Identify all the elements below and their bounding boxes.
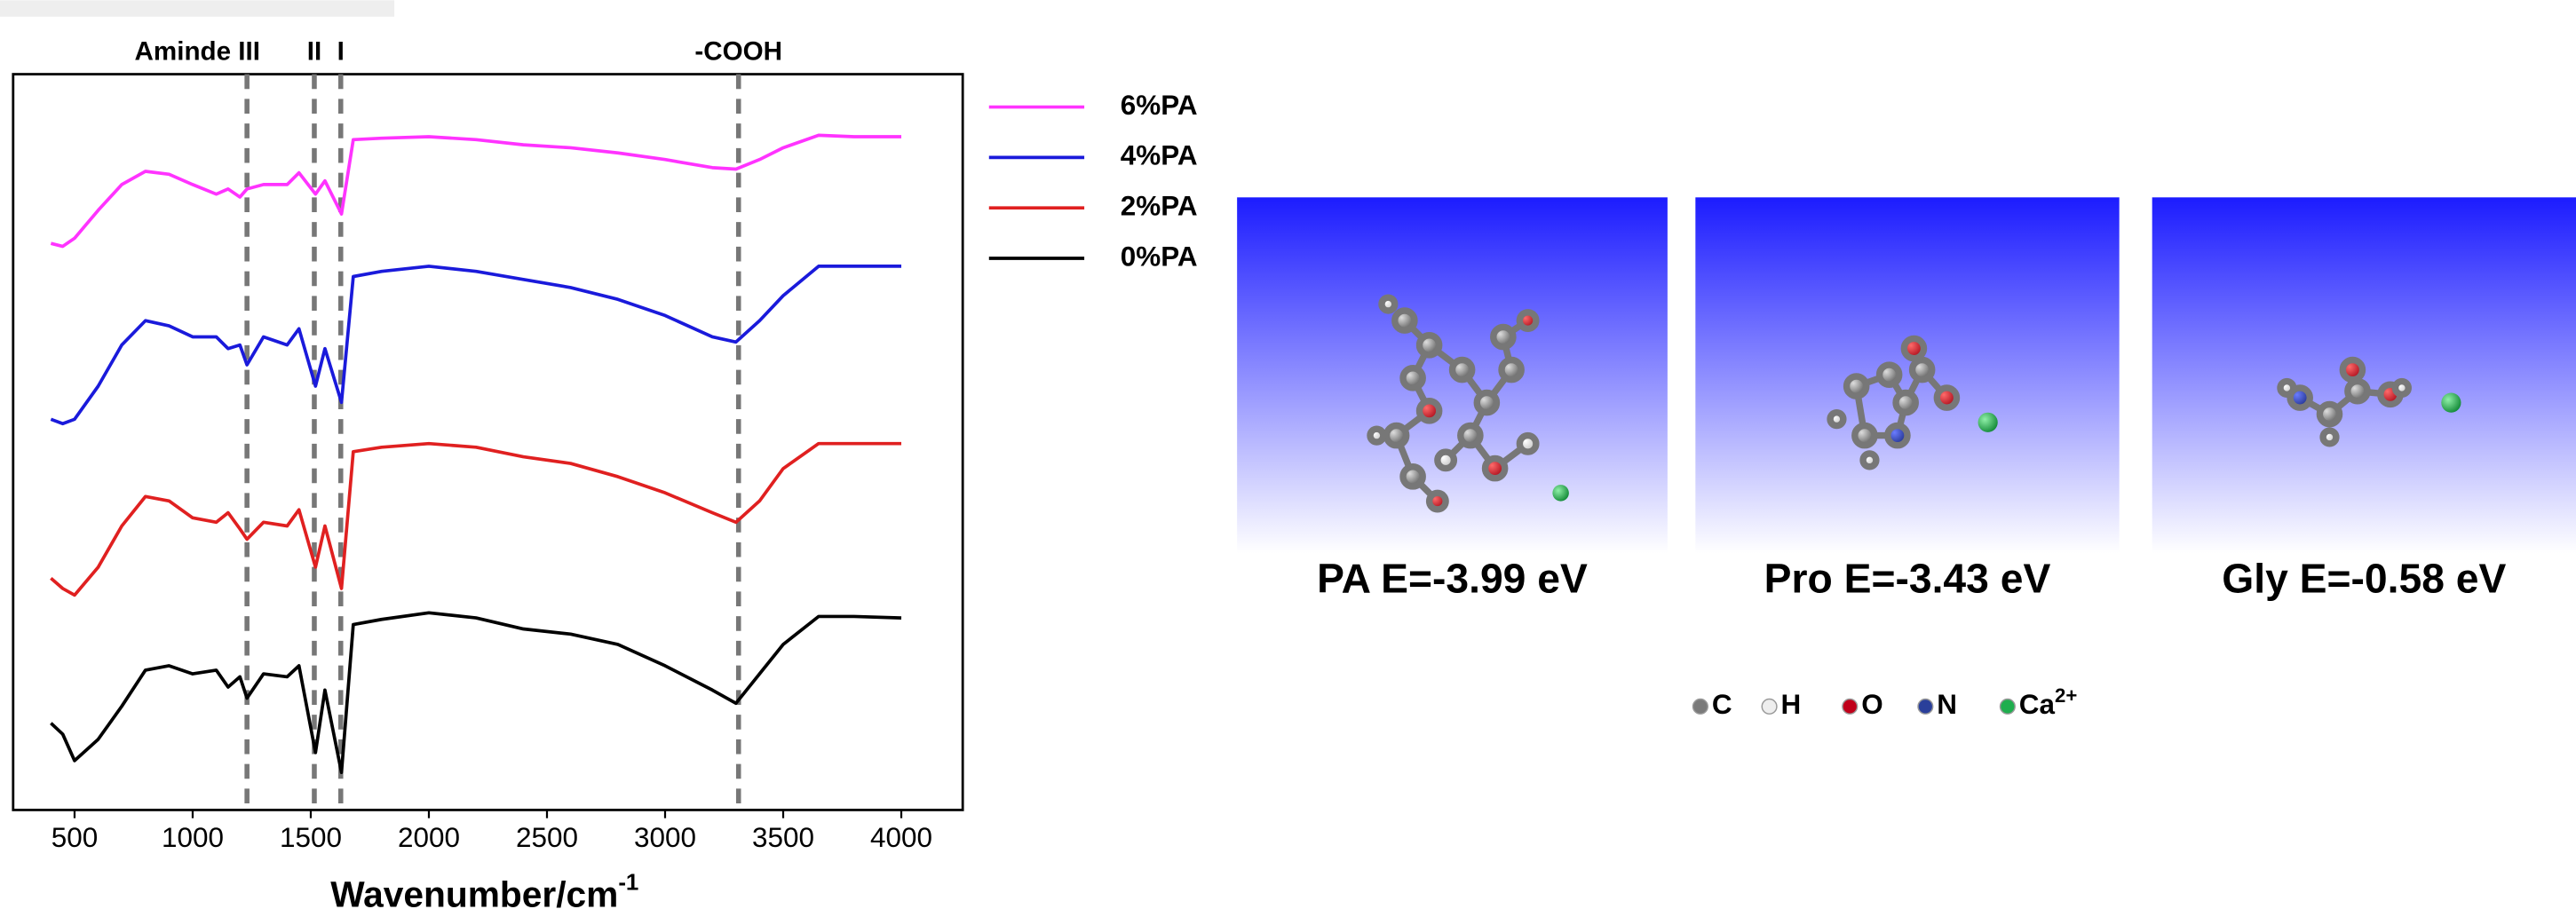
atom-swatch [1693,700,1708,715]
spectrum-line [51,135,901,246]
legend-label: 4%PA [1121,140,1198,171]
x-tick-label: 500 [52,822,98,853]
screenshot-edge [0,0,394,17]
atom-symbol: H [1781,689,1802,720]
annotation-label: -COOH [694,36,782,66]
x-axis-label-text: Wavenumber/cm [330,874,618,914]
atom-label: C [1712,689,1732,720]
x-tick-label: 2500 [516,822,578,853]
atom-label: Ca2+ [2019,684,2078,721]
panel-bg [2152,197,2576,616]
atom-label: O [1861,689,1882,720]
annotation-label: I [337,36,345,66]
atom-symbol: N [1937,689,1957,720]
x-axis-label: Wavenumber/cm-1 [330,871,638,915]
x-tick-label: 1000 [162,822,224,853]
annotation-label: Aminde III [135,36,260,66]
page: Wavenumber/cm-1 [0,0,2576,917]
atom-symbol: O [1861,689,1882,720]
energy-panels [1237,197,2576,616]
atom-charge: 2+ [2055,684,2077,707]
spectrum-line [51,444,901,596]
spectrum-line [51,613,901,772]
legend-label: 0%PA [1121,241,1198,272]
atom-label: N [1937,689,1957,720]
panel-caption: PA E=-3.99 eV [1317,555,1588,601]
spectrum-line [51,266,901,423]
atom-symbol: Ca [2019,689,2056,720]
panel-caption: Pro E=-3.43 eV [1764,555,2051,601]
atom-symbol: C [1712,689,1732,720]
atom-swatch [1843,700,1858,715]
panel-bg [1237,197,1668,616]
figure: Wavenumber/cm-1 [0,0,2576,917]
legend-label: 6%PA [1121,90,1198,121]
x-axis-label-sup: -1 [618,871,638,896]
x-tick-label: 4000 [870,822,932,853]
atom-label: H [1781,689,1802,720]
panel-caption: Gly E=-0.58 eV [2222,555,2506,601]
x-tick-label: 3000 [634,822,696,853]
atom-swatch [1918,700,1933,715]
x-tick-label: 2000 [398,822,460,853]
legend-label: 2%PA [1121,190,1198,221]
atom-swatch [1762,700,1777,715]
annotation-label: II [307,36,321,66]
x-tick-label: 1500 [280,822,342,853]
x-tick-label: 3500 [752,822,814,853]
atom-swatch [2001,700,2016,715]
